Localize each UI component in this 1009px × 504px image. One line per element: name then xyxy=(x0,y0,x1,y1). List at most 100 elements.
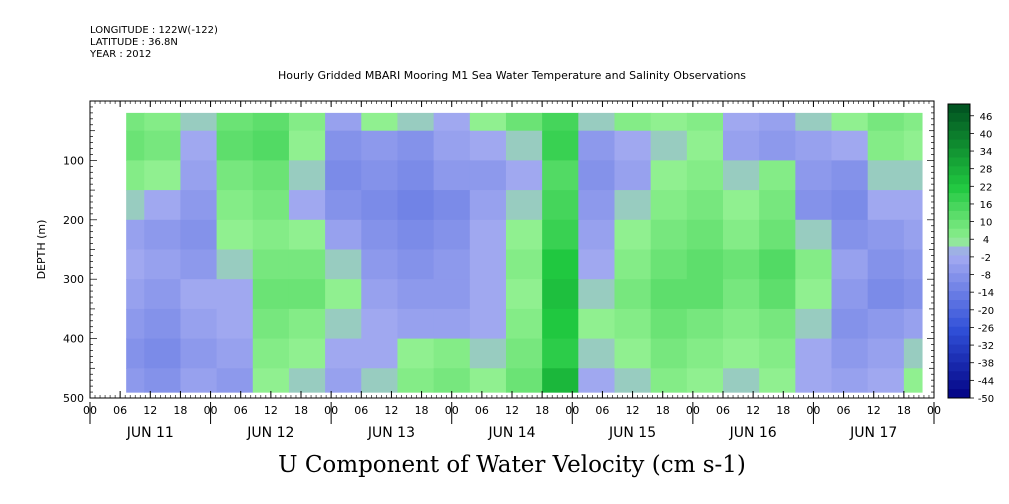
heatmap-cell xyxy=(325,338,362,369)
colorbar-swatch xyxy=(948,353,970,363)
heatmap-cell xyxy=(397,130,435,161)
heatmap-cell xyxy=(759,112,796,132)
heatmap-cell xyxy=(361,338,399,369)
heatmap-cell xyxy=(723,190,760,221)
heatmap-cell xyxy=(144,368,182,393)
heatmap-cell xyxy=(252,308,290,340)
heatmap-cell xyxy=(831,219,869,251)
heatmap-cell xyxy=(505,130,543,161)
heatmap-cell xyxy=(361,279,399,310)
colorbar-label: -44 xyxy=(978,376,994,387)
heatmap-cell xyxy=(759,249,796,280)
heatmap-cell xyxy=(723,249,760,280)
heatmap-cell xyxy=(578,190,616,221)
heatmap-cell xyxy=(650,112,688,132)
colorbar-swatch xyxy=(948,273,970,283)
heatmap-cell xyxy=(867,279,905,310)
heatmap-cell xyxy=(542,279,579,310)
heatmap-cell xyxy=(469,249,507,280)
heatmap-cell xyxy=(126,112,145,132)
heatmap-cell xyxy=(252,160,290,191)
heatmap-cell xyxy=(578,368,616,393)
heatmap-cell xyxy=(361,249,399,280)
heatmap-cell xyxy=(288,130,326,161)
heatmap-cell xyxy=(759,190,796,221)
heatmap-cell xyxy=(433,279,471,310)
heatmap-cell xyxy=(578,279,616,310)
heatmap-cell xyxy=(433,308,471,340)
heatmap-cell xyxy=(126,368,145,393)
heatmap-cell xyxy=(578,160,616,191)
heatmap-cell xyxy=(686,160,724,191)
heatmap-cell xyxy=(542,160,579,191)
heatmap-cell xyxy=(614,338,652,369)
heatmap-cell xyxy=(288,219,326,251)
heatmap-cell xyxy=(795,190,833,221)
heatmap-cell xyxy=(759,219,796,251)
x-day-label: JUN 11 xyxy=(126,425,174,441)
heatmap-cell xyxy=(469,219,507,251)
heatmap-cell xyxy=(505,338,543,369)
heatmap-cell xyxy=(252,368,290,393)
x-hour-label: 12 xyxy=(746,404,760,417)
heatmap-cell xyxy=(469,112,507,132)
heatmap-cell xyxy=(252,130,290,161)
heatmap-cell xyxy=(361,130,399,161)
colorbar-swatch xyxy=(948,104,970,114)
heatmap-cell xyxy=(288,112,326,132)
heatmap-cell xyxy=(126,160,145,191)
heatmap-cell xyxy=(505,160,543,191)
heatmap-cell xyxy=(180,338,218,369)
heatmap-cell xyxy=(650,219,688,251)
heatmap-cell xyxy=(325,308,362,340)
colorbar-label: 4 xyxy=(983,235,989,246)
heatmap-cell xyxy=(903,338,923,369)
heatmap-cell xyxy=(216,338,254,369)
heatmap-cell xyxy=(867,160,905,191)
heatmap-cell xyxy=(397,190,435,221)
heatmap-cell xyxy=(614,249,652,280)
heatmap-cell xyxy=(433,112,471,132)
heatmap-cell xyxy=(759,279,796,310)
heatmap-cell xyxy=(867,219,905,251)
latitude-label: LATITUDE : 36.8N xyxy=(90,37,178,48)
heatmap-cell xyxy=(397,338,435,369)
heatmap-cell xyxy=(723,368,760,393)
heatmap-cell xyxy=(795,338,833,369)
heatmap-cell xyxy=(505,190,543,221)
heatmap-cell xyxy=(469,160,507,191)
heatmap-cell xyxy=(542,338,579,369)
heatmap-cell xyxy=(216,160,254,191)
heatmap-cell xyxy=(578,130,616,161)
colorbar-swatch xyxy=(948,193,970,203)
heatmap-cell xyxy=(542,308,579,340)
colorbar-swatch xyxy=(948,371,970,381)
heatmap-cell xyxy=(650,160,688,191)
heatmap-cell xyxy=(505,368,543,393)
plot-area xyxy=(126,112,923,393)
heatmap-cell xyxy=(397,308,435,340)
heatmap-cell xyxy=(397,368,435,393)
heatmap-cell xyxy=(126,249,145,280)
y-axis-label: DEPTH (m) xyxy=(35,220,48,280)
heatmap-cell xyxy=(723,338,760,369)
heatmap-cell xyxy=(686,368,724,393)
heatmap-cell xyxy=(216,190,254,221)
heatmap-cell xyxy=(144,130,182,161)
colorbar-swatch xyxy=(948,175,970,185)
heatmap-cell xyxy=(180,190,218,221)
x-hour-label: 12 xyxy=(867,404,881,417)
heatmap-cell xyxy=(505,249,543,280)
heatmap-cell xyxy=(867,112,905,132)
heatmap-cell xyxy=(614,130,652,161)
heatmap-cell xyxy=(578,308,616,340)
axes: 00 06 12 18 00 06 12 18 00 06 12 18 00 06 12 18 00 06 12 18… xyxy=(35,100,941,441)
colorbar-swatch xyxy=(948,130,970,141)
heatmap-cell xyxy=(795,160,833,191)
colorbar-label: 16 xyxy=(980,200,993,211)
colorbar-swatch xyxy=(948,112,970,123)
longitude-label: LONGITUDE : 122W(-122) xyxy=(90,25,218,36)
heatmap-cell xyxy=(759,308,796,340)
colorbar: 46 40 34 28 22 16 10 4 -2 -8 -14 -20 -26 -32 -38 -44 -50 xyxy=(947,103,994,405)
colorbar-swatch xyxy=(948,148,970,158)
